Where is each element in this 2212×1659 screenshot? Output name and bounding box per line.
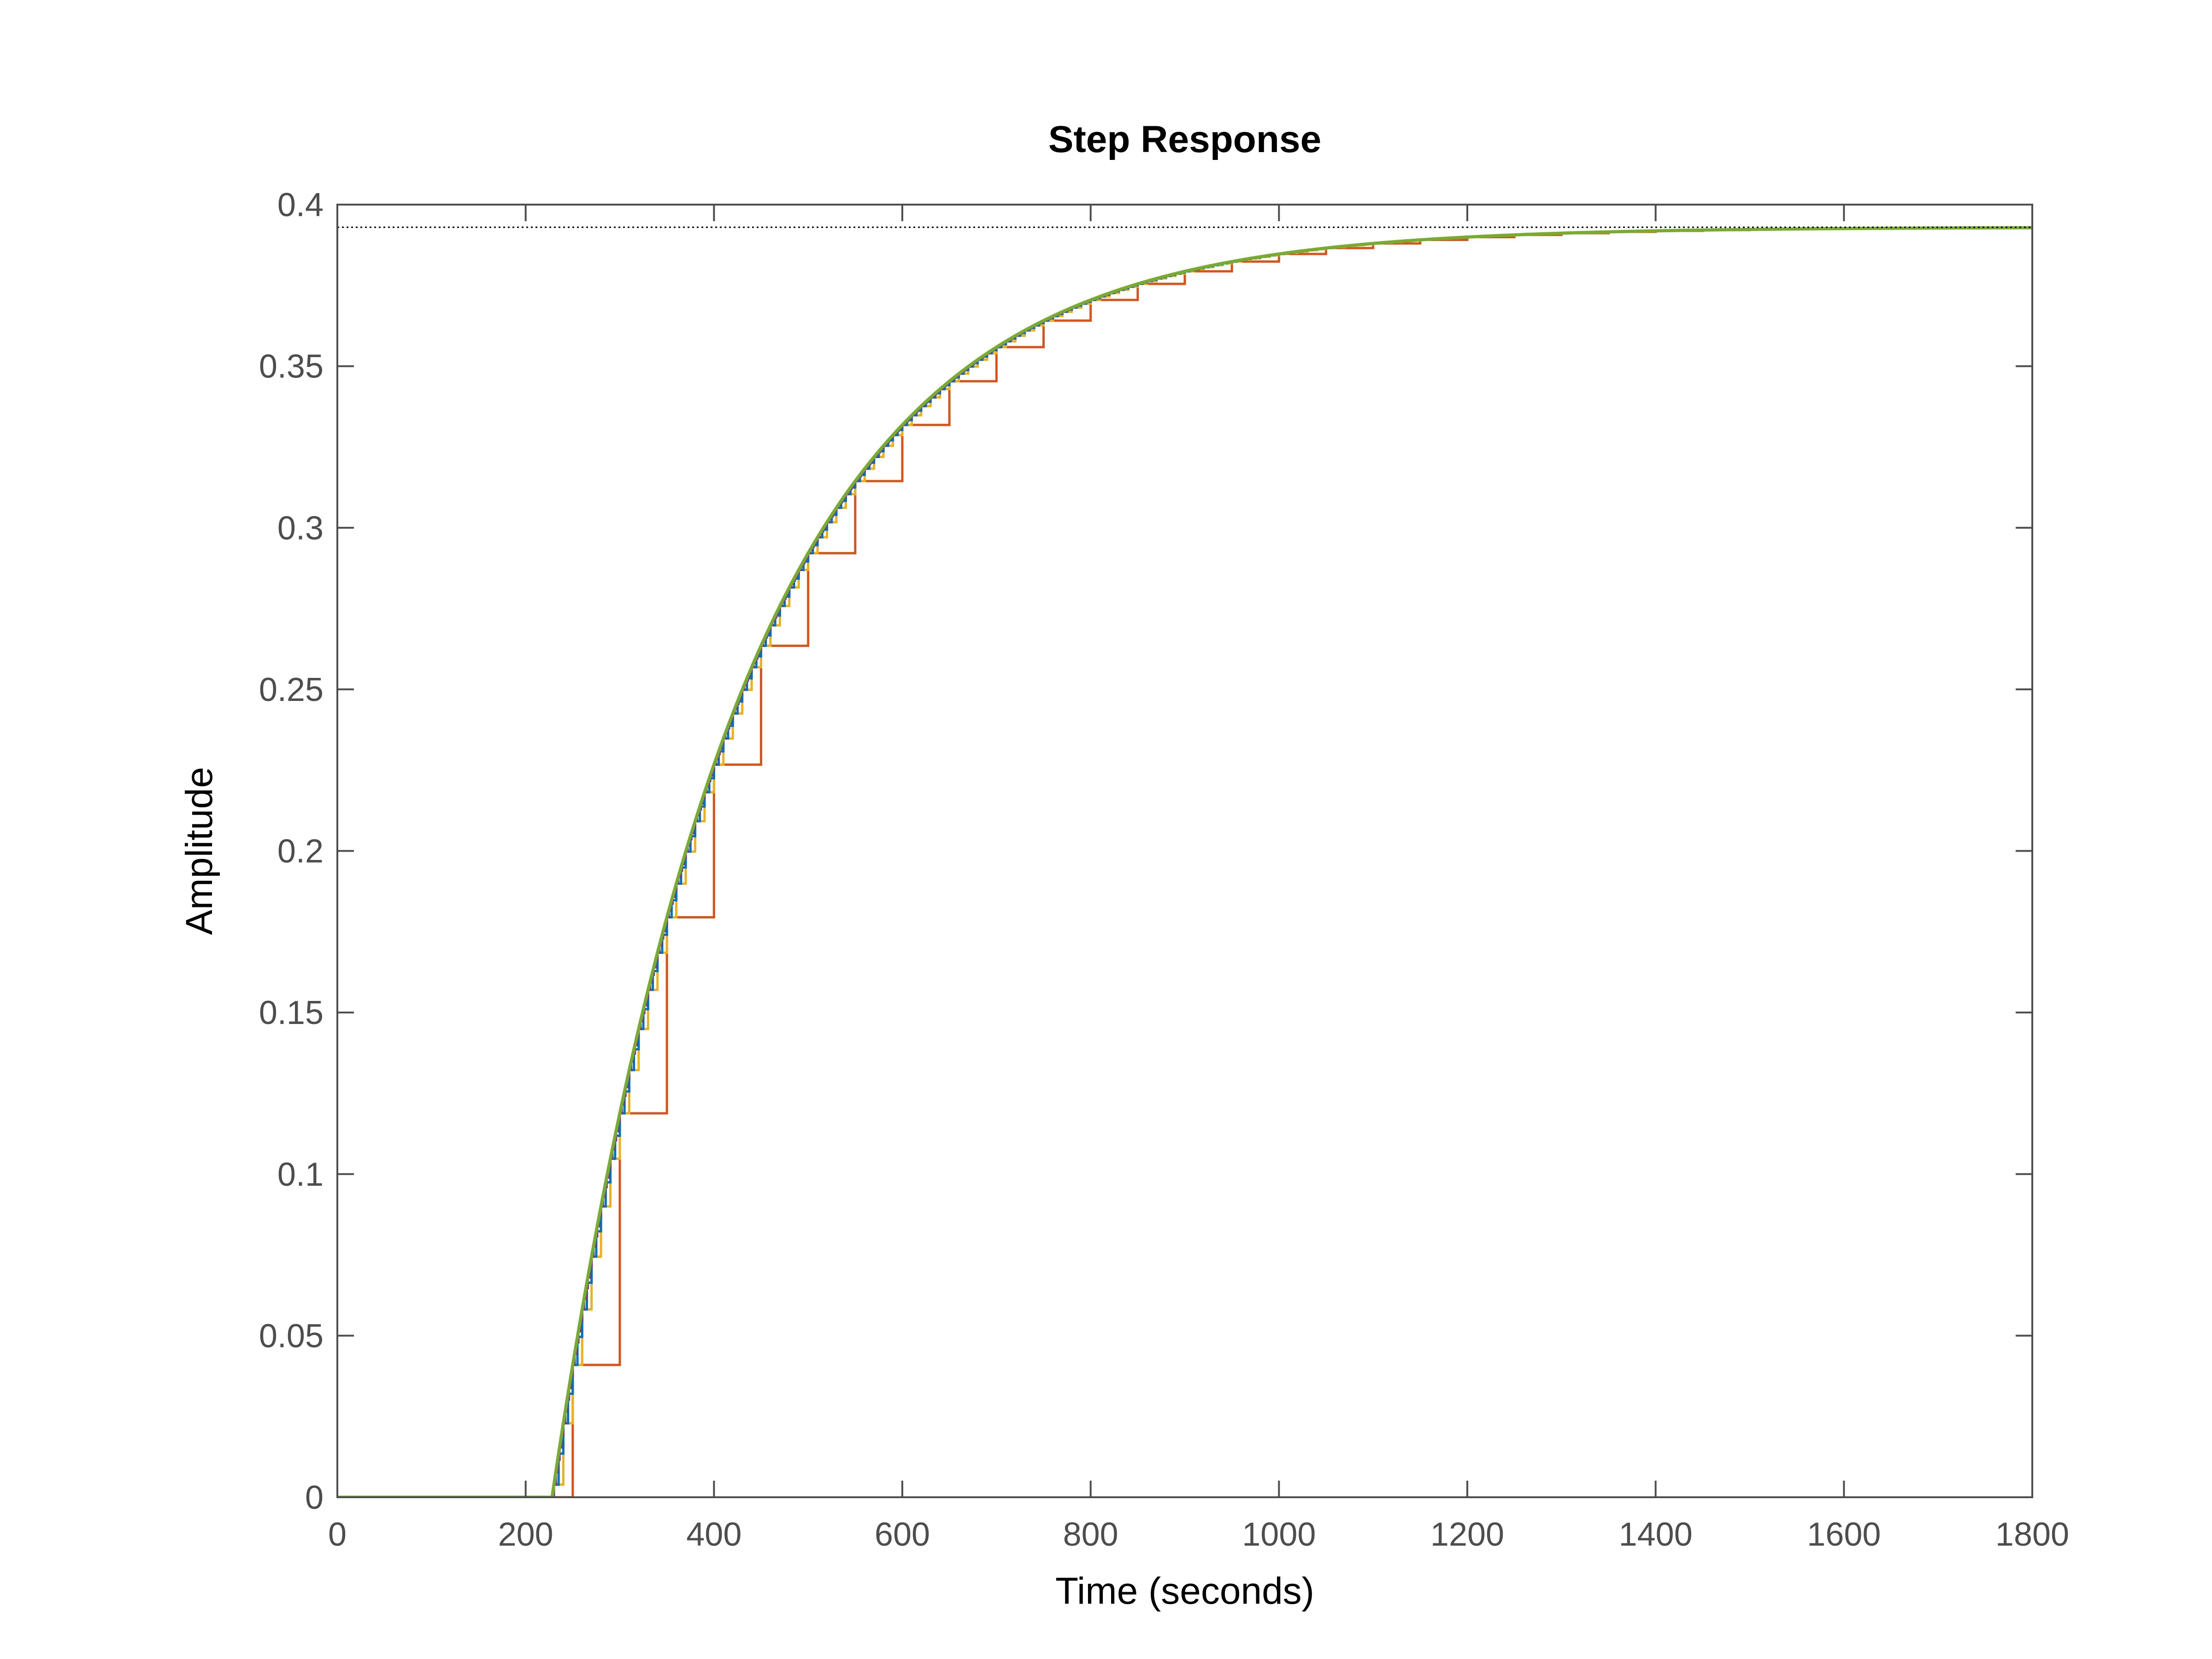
x-tick-label: 1800 xyxy=(1995,1516,2069,1553)
x-tick-label: 800 xyxy=(1063,1516,1118,1553)
x-tick-label: 1000 xyxy=(1242,1516,1316,1553)
y-tick-label: 0 xyxy=(305,1479,324,1516)
y-tick-label: 0.3 xyxy=(277,510,324,547)
y-tick-label: 0.4 xyxy=(277,187,324,224)
y-tick-label: 0.35 xyxy=(259,348,324,385)
x-axis-label: Time (seconds) xyxy=(1055,1570,1314,1612)
x-axis: 0 200 400 600 800 1000 1200 1400 1600 1800 xyxy=(328,205,2069,1553)
x-tick-label: 600 xyxy=(875,1516,930,1553)
x-tick-label: 1200 xyxy=(1430,1516,1504,1553)
series-continuous-line xyxy=(337,226,2032,1497)
x-tick-label: 400 xyxy=(686,1516,741,1553)
series-layer xyxy=(337,226,2032,1497)
y-tick-label: 0.25 xyxy=(259,671,324,708)
y-tick-label: 0.05 xyxy=(259,1318,324,1354)
chart-title: Step Response xyxy=(1048,118,1321,160)
y-tick-label: 0.15 xyxy=(259,994,324,1031)
y-axis-label: Amplitude xyxy=(178,767,220,935)
y-tick-label: 0.2 xyxy=(277,833,324,870)
y-axis: 0 0.05 0.1 0.15 0.2 0.25 0.3 0.35 0.4 xyxy=(259,187,2032,1516)
x-tick-label: 1400 xyxy=(1619,1516,1693,1553)
x-tick-label: 0 xyxy=(328,1516,347,1553)
x-tick-label: 200 xyxy=(498,1516,553,1553)
y-tick-label: 0.1 xyxy=(277,1156,324,1193)
x-tick-label: 1600 xyxy=(1807,1516,1881,1553)
